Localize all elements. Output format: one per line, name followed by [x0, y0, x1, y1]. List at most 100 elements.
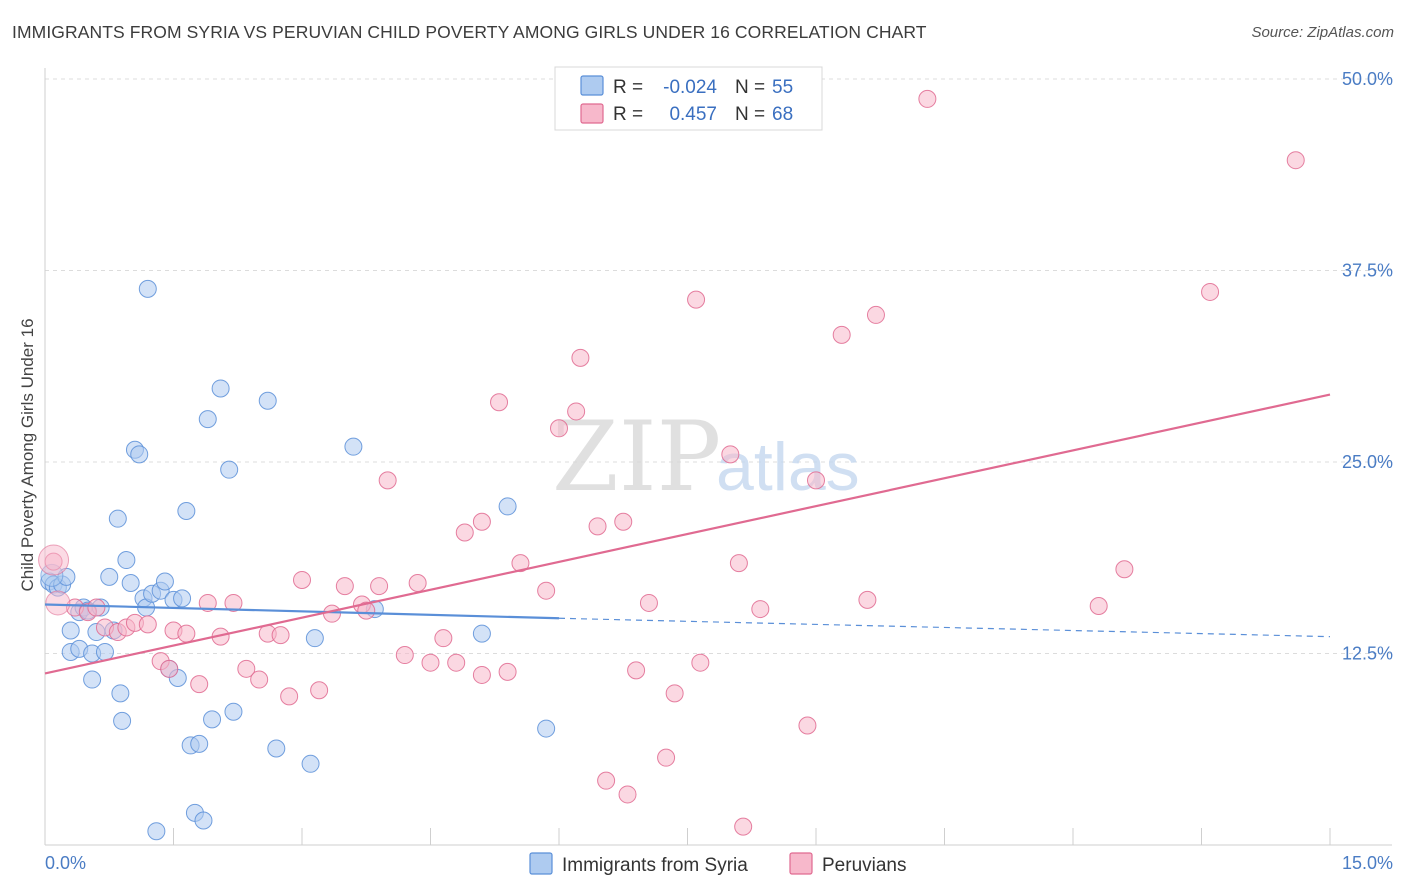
data-point — [567, 402, 586, 421]
legend-swatch-peruvians — [580, 103, 604, 124]
series-peruvians — [38, 89, 1305, 836]
data-point — [121, 574, 140, 593]
data-point — [224, 593, 243, 612]
data-point — [472, 512, 491, 531]
y-tick-label: 25.0% — [1342, 452, 1393, 472]
data-point — [498, 497, 517, 516]
data-point — [130, 445, 149, 464]
bottom-legend-label-peruvians: Peruvians — [822, 855, 907, 876]
legend-r-label: R = — [613, 104, 643, 125]
legend-r-label: R = — [613, 77, 643, 98]
data-point — [408, 574, 427, 593]
trend-lines — [44, 393, 1331, 675]
data-point — [434, 629, 453, 648]
data-point — [639, 593, 658, 612]
data-point — [177, 624, 196, 643]
data-point — [310, 681, 329, 700]
x-tick-labels: 0.0% 15.0% — [45, 853, 1393, 873]
data-point — [224, 702, 243, 721]
data-point — [455, 523, 474, 542]
legend-n-value-syria: 55 — [772, 77, 793, 98]
data-point — [177, 502, 196, 521]
y-axis-label: Child Poverty Among Girls Under 16 — [18, 318, 37, 591]
data-point — [280, 687, 299, 706]
watermark-atlas: atlas — [716, 429, 860, 505]
data-point — [858, 590, 877, 609]
data-point — [571, 348, 590, 367]
trend-line-solid — [44, 603, 560, 620]
data-point — [113, 711, 132, 730]
data-point — [190, 675, 209, 694]
data-point — [198, 410, 217, 429]
data-point — [627, 661, 646, 680]
data-point — [614, 512, 633, 531]
bottom-legend-swatch-syria — [529, 852, 553, 875]
data-point — [511, 554, 530, 573]
watermark-zip: ZIP — [552, 401, 721, 513]
x-tick-label: 0.0% — [45, 853, 86, 873]
data-point — [83, 670, 102, 689]
data-point — [657, 748, 676, 767]
data-point — [173, 589, 192, 608]
data-point — [138, 615, 157, 634]
data-point — [472, 624, 491, 643]
data-point — [117, 551, 136, 570]
data-point — [498, 662, 517, 681]
chart-title: IMMIGRANTS FROM SYRIA VS PERUVIAN CHILD … — [12, 22, 927, 42]
data-point — [1286, 151, 1305, 170]
data-point — [108, 509, 127, 528]
axes — [44, 68, 1392, 846]
data-point — [597, 771, 616, 790]
data-point — [211, 379, 230, 398]
data-point — [751, 600, 770, 619]
data-point — [335, 577, 354, 596]
data-point — [721, 445, 740, 464]
legend-r-value-syria: -0.024 — [663, 77, 717, 98]
data-point — [550, 419, 568, 438]
data-point — [588, 517, 607, 536]
data-point — [95, 642, 114, 661]
data-point — [100, 567, 119, 586]
data-point — [734, 817, 753, 836]
data-point — [421, 653, 440, 672]
trend-line-dashed — [558, 617, 1331, 638]
source-credit: Source: ZipAtlas.com — [1251, 24, 1394, 41]
data-point — [1115, 560, 1134, 579]
data-point — [395, 646, 414, 665]
legend-r-value-peruvians: 0.457 — [669, 104, 717, 125]
data-point — [807, 471, 825, 490]
data-point — [198, 593, 217, 612]
data-point — [322, 604, 341, 623]
data-point — [537, 581, 556, 600]
data-point — [378, 471, 397, 490]
data-point — [190, 734, 209, 753]
bottom-legend-label-syria: Immigrants from Syria — [562, 855, 748, 876]
series-syria — [40, 279, 556, 841]
data-point — [258, 391, 277, 410]
data-point — [305, 629, 324, 648]
data-point — [203, 710, 222, 729]
legend-n-value-peruvians: 68 — [772, 104, 793, 125]
data-point — [301, 754, 320, 773]
y-tick-label: 37.5% — [1342, 261, 1393, 281]
y-tick-labels: 12.5% 25.0% 37.5% 50.0% — [1342, 69, 1393, 664]
data-point — [160, 659, 179, 678]
data-point — [1201, 282, 1220, 301]
grid-lines — [45, 78, 1392, 654]
data-point — [220, 460, 239, 479]
data-point — [293, 570, 311, 589]
legend-n-label: N = — [735, 104, 765, 125]
data-point-cluster — [38, 544, 70, 576]
data-point — [447, 653, 466, 672]
data-point — [370, 577, 389, 596]
data-point — [111, 684, 130, 703]
data-point — [918, 89, 937, 108]
data-point — [61, 621, 80, 640]
data-point — [344, 437, 363, 456]
data-point — [250, 670, 269, 689]
y-tick-label: 50.0% — [1342, 69, 1393, 89]
data-point-cluster — [45, 590, 71, 616]
data-point — [357, 601, 376, 620]
data-point — [537, 719, 556, 738]
